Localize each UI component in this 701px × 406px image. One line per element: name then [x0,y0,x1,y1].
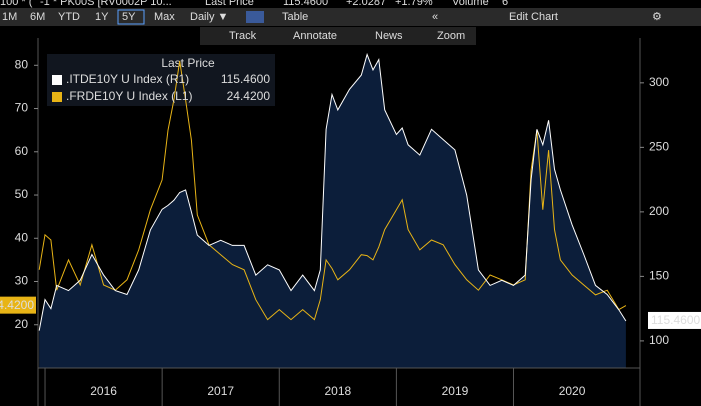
y-tick-label: 30 [15,274,29,288]
legend-swatch [52,75,62,85]
active-5y[interactable] [117,9,145,25]
last-value-label: 115.4600 [651,313,700,327]
legend-value: 24.4200 [227,89,271,103]
toolbar-button[interactable]: 6M [30,11,45,23]
toolbar-button[interactable]: Edit Chart [509,11,558,23]
quote-text: 100 * ( [0,0,33,8]
legend-label: .ITDE10Y U Index (R1) [66,72,189,86]
legend-title: Last Price [161,56,215,70]
quote-text: Last Price [205,0,254,8]
toolbar-button[interactable]: 1Y [95,11,109,23]
tools-bar [200,27,476,45]
y2-tick-label: 300 [649,75,669,89]
tool-button[interactable]: Annotate [293,30,337,42]
x-tick-label: 2018 [324,384,351,398]
legend-label: .FRDE10Y U Index (L1) [66,89,193,103]
toolbar-button[interactable]: « [432,11,438,23]
y-tick-label: 80 [15,57,29,71]
toolbar-button[interactable]: Daily ▼ [190,11,228,23]
y-tick-label: 20 [15,317,29,331]
legend-swatch [52,92,62,102]
quote-text: -1 * PK00S [RV0002P 10... [40,0,172,8]
x-tick-label: 2017 [207,384,234,398]
x-tick-label: 2016 [90,384,117,398]
y-tick-label: 40 [15,230,29,244]
tool-button[interactable]: Track [229,30,257,42]
tool-button[interactable]: Zoom [437,30,465,42]
toolbar [0,8,701,26]
quote-text: +1.79% [395,0,433,8]
x-tick-label: 2020 [559,384,586,398]
legend-box [47,54,275,106]
toolbar-button[interactable]: Table [282,11,308,23]
y-tick-label: 50 [15,187,29,201]
y2-tick-label: 250 [649,140,669,154]
y-tick-label: 70 [15,101,29,115]
toolbar-button[interactable]: 5Y [122,11,136,23]
y2-tick-label: 100 [649,333,669,347]
quote-text: Volume [452,0,489,8]
y2-tick-label: 200 [649,204,669,218]
quote-text: +2.0287 [346,0,386,8]
quote-text: 6 [502,0,508,8]
tool-button[interactable]: News [375,30,403,42]
line [38,60,627,321]
toolbar-button[interactable]: YTD [58,11,80,23]
line [38,52,627,331]
quote-text: 115.4600 [283,0,328,8]
y-tick-label: 60 [15,144,29,158]
toolbar-button[interactable]: 1M [2,11,17,23]
last-value-box [0,296,36,314]
chart-icon[interactable] [246,11,264,23]
legend-value: 115.4600 [221,72,270,86]
last-value-box [648,311,701,329]
last-value-label: 24.4200 [0,298,34,312]
toolbar-button[interactable]: Max [154,11,175,23]
y2-tick-label: 150 [649,269,669,283]
toolbar-button[interactable]: ⚙ [652,11,662,23]
x-tick-label: 2019 [442,384,469,398]
